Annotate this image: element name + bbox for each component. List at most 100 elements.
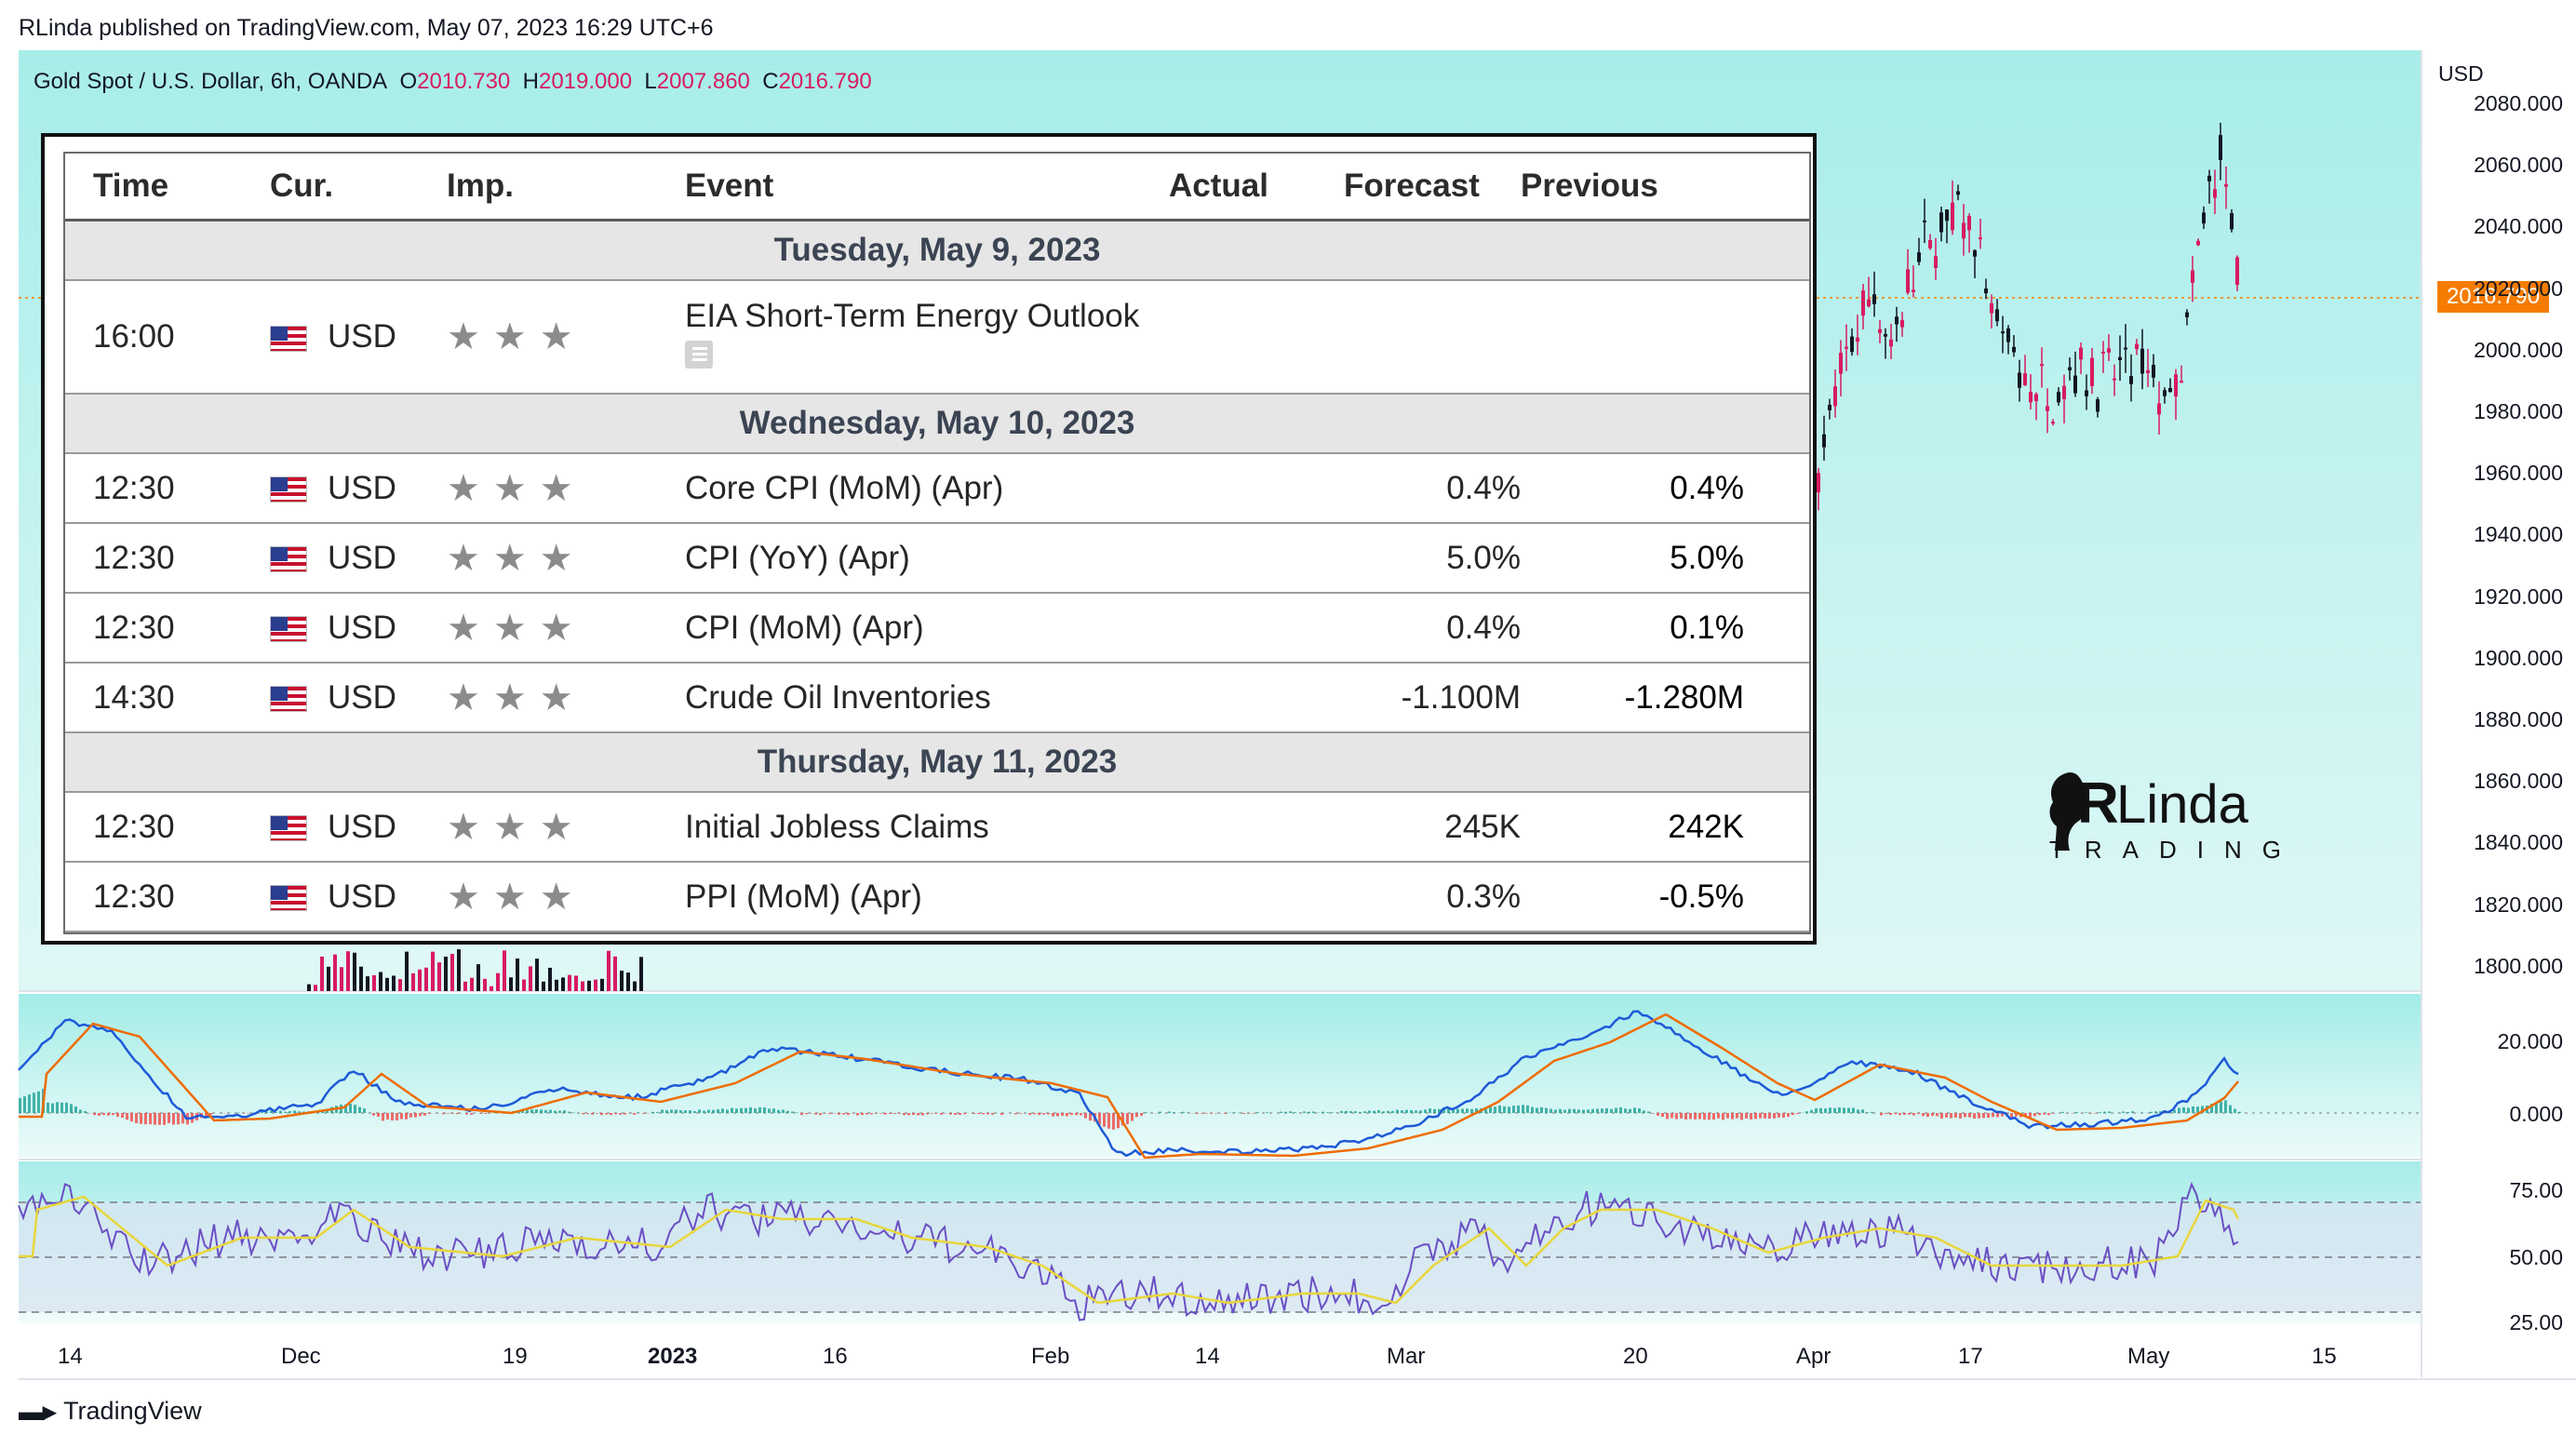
- macd-histogram-bar: [796, 1112, 798, 1113]
- calendar-event-row[interactable]: 14:30 USD ★★★ Crude Oil Inventories -1.100M -…: [65, 663, 1809, 733]
- macd-histogram-bar: [805, 1113, 808, 1115]
- candle-body: [2174, 374, 2178, 397]
- macd-histogram-bar: [856, 1113, 859, 1116]
- candle-body: [385, 977, 389, 991]
- macd-histogram-bar: [665, 1110, 668, 1113]
- event-forecast: [1344, 280, 1521, 395]
- macd-histogram-bar: [656, 1111, 659, 1113]
- macd-histogram-bar: [279, 1110, 282, 1113]
- macd-histogram-bar: [1359, 1111, 1362, 1113]
- macd-histogram-bar: [633, 1113, 636, 1115]
- event-name[interactable]: CPI (MoM) (Apr): [685, 609, 924, 646]
- macd-histogram-bar: [591, 1113, 594, 1115]
- low-value: 2007.860: [656, 69, 750, 94]
- event-currency-cell: USD: [270, 862, 447, 932]
- macd-histogram-bar: [1354, 1111, 1357, 1113]
- event-name[interactable]: Initial Jobless Claims: [685, 808, 989, 845]
- macd-histogram-bar: [530, 1109, 533, 1113]
- candle-body: [1956, 191, 1960, 195]
- macd-histogram-bar: [2122, 1111, 2125, 1113]
- macd-histogram-bar: [582, 1113, 584, 1115]
- macd-histogram-bar: [363, 1108, 366, 1113]
- event-name[interactable]: EIA Short-Term Energy Outlook: [685, 297, 1140, 334]
- open-label: O: [399, 69, 418, 94]
- event-actual: [1169, 593, 1344, 664]
- symbol-legend[interactable]: Gold Spot / U.S. Dollar, 6h, OANDA O2010…: [34, 69, 872, 95]
- candle-body: [418, 969, 422, 991]
- event-actual: [1169, 792, 1344, 863]
- candle-body: [1861, 290, 1865, 316]
- macd-tick-label: 0.000: [2509, 1102, 2563, 1126]
- macd-histogram-bar: [1038, 1113, 1040, 1116]
- event-currency-cell: USD: [270, 280, 447, 395]
- macd-histogram-bar: [1563, 1109, 1566, 1113]
- macd-histogram-bar: [386, 1113, 389, 1120]
- macd-histogram-bar: [1126, 1113, 1129, 1125]
- macd-histogram-bar: [544, 1109, 547, 1113]
- macd-histogram-bar: [1028, 1113, 1031, 1116]
- macd-histogram-bar: [1080, 1113, 1082, 1116]
- macd-histogram-bar: [140, 1113, 142, 1124]
- candle-body: [2140, 348, 2144, 374]
- calendar-event-row[interactable]: 16:00 USD ★★★ EIA Short-Term Energy Outlook: [65, 280, 1809, 395]
- macd-histogram-bar: [717, 1109, 719, 1113]
- time-tick-label: 17: [1958, 1344, 1983, 1369]
- macd-histogram-bar: [1294, 1112, 1296, 1113]
- calendar-event-row[interactable]: 12:30 USD ★★★ Initial Jobless Claims 245K 242…: [65, 792, 1809, 863]
- macd-histogram-bar: [56, 1102, 59, 1113]
- macd-histogram-bar: [1740, 1113, 1743, 1120]
- candle-body: [1906, 269, 1910, 293]
- macd-histogram-bar: [624, 1113, 626, 1115]
- rlinda-trading-logo: R Linda TRADING: [2049, 771, 2281, 864]
- event-name[interactable]: PPI (MoM) (Apr): [685, 878, 922, 915]
- time-tick-label: 14: [58, 1344, 83, 1369]
- tradingview-footer[interactable]: ▬▸ TradingView: [19, 1396, 202, 1427]
- macd-histogram-bar: [168, 1113, 170, 1123]
- macd-histogram-bar: [354, 1105, 356, 1113]
- candle-body: [2185, 312, 2189, 317]
- macd-histogram-bar: [1833, 1107, 1836, 1113]
- macd-histogram-bar: [2215, 1102, 2218, 1113]
- macd-histogram-bar: [121, 1113, 124, 1119]
- calendar-event-row[interactable]: 12:30 USD ★★★ CPI (YoY) (Apr) 5.0% 5.0%: [65, 523, 1809, 594]
- macd-histogram-bar: [2108, 1111, 2111, 1113]
- macd-histogram-bar: [535, 1109, 538, 1113]
- macd-histogram-bar: [1242, 1113, 1245, 1114]
- macd-histogram-bar: [1843, 1107, 1845, 1113]
- macd-histogram-bar: [1052, 1113, 1054, 1117]
- event-name[interactable]: CPI (YoY) (Apr): [685, 539, 910, 576]
- macd-histogram-bar: [1978, 1113, 1980, 1119]
- event-name[interactable]: Crude Oil Inventories: [685, 678, 991, 716]
- header-previous: Previous: [1521, 154, 1744, 221]
- macd-histogram-bar: [1684, 1113, 1687, 1120]
- candle-body: [607, 950, 610, 991]
- calendar-event-row[interactable]: 12:30 USD ★★★ Core CPI (MoM) (Apr) 0.4% 0.4%: [65, 453, 1809, 524]
- event-name[interactable]: Core CPI (MoM) (Apr): [685, 469, 1004, 506]
- calendar-event-row[interactable]: 12:30 USD ★★★ CPI (MoM) (Apr) 0.4% 0.1%: [65, 593, 1809, 664]
- macd-histogram-bar: [28, 1094, 31, 1113]
- macd-histogram-bar: [1880, 1113, 1883, 1116]
- candle-body: [346, 951, 350, 991]
- candle-body: [1912, 289, 1915, 292]
- macd-histogram-bar: [261, 1111, 263, 1113]
- macd-histogram-bar: [1140, 1113, 1143, 1117]
- event-previous: [1521, 280, 1744, 395]
- candle-body: [561, 977, 565, 991]
- macd-histogram-bar: [2047, 1113, 2050, 1116]
- macd-histogram-bar: [1922, 1113, 1925, 1117]
- macd-histogram-bar: [1452, 1108, 1455, 1113]
- macd-histogram-bar: [1536, 1107, 1538, 1113]
- macd-histogram-bar: [1940, 1113, 1943, 1119]
- header-event: Event: [685, 154, 1169, 221]
- macd-histogram-bar: [842, 1113, 845, 1115]
- macd-histogram-bar: [149, 1113, 152, 1125]
- candle-body: [2118, 356, 2122, 360]
- macd-histogram-bar: [1466, 1108, 1469, 1113]
- macd-histogram-bar: [893, 1113, 896, 1115]
- calendar-event-row[interactable]: 12:30 USD ★★★ PPI (MoM) (Apr) 0.3% -0.5%: [65, 862, 1809, 932]
- row-spacer: [1744, 593, 1809, 664]
- macd-histogram-bar: [2178, 1107, 2180, 1113]
- document-icon[interactable]: [685, 340, 713, 369]
- candle-body: [2113, 378, 2116, 381]
- macd-histogram-bar: [703, 1110, 705, 1113]
